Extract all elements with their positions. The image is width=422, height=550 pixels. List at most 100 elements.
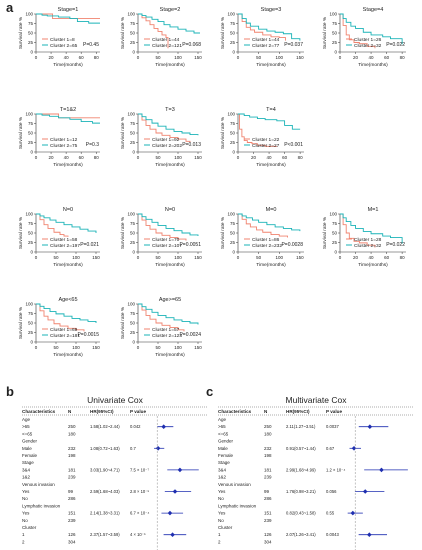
km-p-value: P=0.022 — [386, 42, 405, 48]
km-y-tick-label: 50 — [28, 31, 34, 36]
forest-header-characteristics: Characteristics — [22, 409, 56, 414]
forest-row-label: Age — [218, 417, 227, 422]
km-x-tick-label: 40 — [369, 255, 375, 260]
km-y-tick-label: 75 — [28, 221, 34, 226]
forest-row-label: Female — [22, 453, 38, 458]
km-y-tick-label: 25 — [28, 40, 34, 45]
km-legend-label: Cluster 1=28 — [354, 237, 382, 243]
forest-row-label: Yes — [218, 489, 226, 494]
forest-header-characteristics: Characteristics — [218, 409, 252, 414]
km-y-tick-label: 100 — [25, 212, 33, 217]
forest-row-label: Age — [22, 417, 31, 422]
km-x-tick-label: 50 — [53, 345, 59, 350]
forest-row-label: Yes — [22, 511, 30, 516]
km-y-tick-label: 25 — [28, 330, 34, 335]
km-curve-cluster-2 — [36, 303, 97, 323]
km-legend-label: Cluster 2=65 — [50, 43, 78, 49]
forest-plot-1: Univariate Cox Characteristics N HR(95%CI) P… — [22, 395, 208, 550]
km-legend-label: Cluster 2=123 — [152, 333, 182, 339]
forest-row-label: 2 — [22, 539, 25, 544]
forest-row-label: Stage — [22, 460, 34, 465]
km-y-tick-label: 100 — [127, 212, 135, 217]
forest-row-label: No — [22, 496, 28, 501]
km-panel-3: Stage=3 0 25 50 75 100 0 50 100 150 Time(months) Su… — [220, 7, 304, 68]
km-curve-cluster-2 — [340, 213, 403, 244]
km-x-tick-label: 40 — [369, 55, 375, 60]
km-y-tick-label: 0 — [30, 250, 33, 255]
km-panel-12: Age<65 0 25 50 75 100 0 50 100 150 Time(months) Sur… — [18, 297, 100, 358]
forest-row-label: 1 — [218, 532, 221, 537]
km-x-axis-label: Time(months) — [155, 162, 185, 168]
km-legend-label: Cluster 1=69 — [50, 327, 78, 333]
forest-header-p: P value — [326, 409, 342, 414]
km-panel-4: Stage=4 0 25 50 75 100 0 20 40 60 80 Time(months) Su… — [322, 7, 406, 68]
km-x-tick-label: 100 — [275, 55, 283, 60]
km-y-axis-label: Survival rate % — [18, 16, 24, 49]
km-legend-label: Cluster 1=58 — [50, 237, 78, 243]
forest-header-hr: HR(95%CI) — [90, 409, 114, 414]
km-x-tick-label: 80 — [400, 55, 406, 60]
km-x-tick-label: 0 — [137, 345, 140, 350]
km-legend-label: Cluster 2=202 — [152, 143, 182, 149]
km-title: M=0 — [266, 207, 277, 213]
km-y-tick-label: 25 — [230, 140, 236, 145]
km-legend-label: Cluster 2=107 — [152, 243, 182, 249]
km-legend-label: Cluster 1=22 — [252, 137, 280, 143]
km-y-tick-label: 0 — [132, 250, 135, 255]
km-x-tick-label: 100 — [72, 255, 80, 260]
km-legend-label: Cluster 1=8 — [50, 37, 75, 43]
km-curve-cluster-1 — [238, 213, 288, 238]
km-panel-9: N=0 0 25 50 75 100 0 50 100 150 Time(months) Surviv… — [120, 207, 202, 268]
km-y-tick-label: 75 — [130, 221, 136, 226]
km-x-tick-label: 20 — [49, 155, 55, 160]
km-x-tick-label: 100 — [174, 155, 182, 160]
forest-row-hr: 3.03(1.90~4.71) — [90, 467, 120, 472]
forest-estimate-marker — [155, 446, 161, 451]
forest-row-label: Female — [218, 453, 234, 458]
forest-row-label: Cluster — [22, 525, 37, 530]
forest-row-n: 126 — [68, 532, 76, 537]
km-legend-label: Cluster 2=75 — [50, 143, 78, 149]
km-x-tick-label: 20 — [353, 55, 359, 60]
km-panel-11: M=1 0 25 50 75 100 0 20 40 60 80 Time(months) Surviv… — [322, 207, 406, 268]
km-legend-label: Cluster 2=121 — [152, 43, 182, 49]
forest-row-p: 0.7 — [130, 446, 136, 451]
km-x-axis-label: Time(months) — [358, 262, 388, 268]
km-y-tick-label: 75 — [332, 21, 338, 26]
forest-estimate-marker — [351, 446, 357, 451]
forest-row-label: Venous invasion — [218, 482, 251, 487]
km-curve-cluster-2 — [238, 13, 301, 41]
km-y-tick-label: 50 — [130, 231, 136, 236]
km-title: Stage=3 — [261, 7, 282, 13]
km-legend-label: Cluster 1=92 — [152, 137, 180, 143]
km-y-axis-label: Survival rate % — [220, 16, 226, 49]
km-x-axis-label: Time(months) — [256, 62, 286, 68]
forest-header-hr: HR(95%CI) — [286, 409, 310, 414]
km-y-tick-label: 25 — [130, 40, 136, 45]
panel-label-b: b — [6, 384, 14, 399]
forest-row-label: No — [218, 496, 224, 501]
forest-row-label: No — [218, 518, 224, 523]
km-y-tick-label: 0 — [232, 50, 235, 55]
forest-row-label: Male — [22, 446, 32, 451]
km-y-axis-label: Survival rate % — [220, 116, 226, 149]
forest-row-n: 304 — [264, 539, 272, 544]
km-x-tick-label: 100 — [72, 345, 80, 350]
forest-row-label: Gender — [218, 439, 234, 444]
km-title: N=0 — [165, 207, 175, 213]
km-y-tick-label: 50 — [130, 131, 136, 136]
forest-row-p: 0.042 — [130, 424, 141, 429]
forest-row-label: Male — [218, 446, 228, 451]
km-y-tick-label: 75 — [230, 21, 236, 26]
km-p-value: P=0.0028 — [281, 242, 303, 248]
km-y-tick-label: 25 — [230, 40, 236, 45]
km-legend-label: Cluster 1=70 — [152, 237, 180, 243]
forest-estimate-marker — [379, 467, 384, 473]
km-y-axis-label: Survival rate % — [18, 306, 24, 339]
km-y-tick-label: 100 — [329, 212, 337, 217]
km-x-axis-label: Time(months) — [256, 162, 286, 168]
km-curve-cluster-1 — [138, 13, 169, 49]
km-y-tick-label: 100 — [127, 302, 135, 307]
forest-row-n: 151 — [68, 511, 76, 516]
